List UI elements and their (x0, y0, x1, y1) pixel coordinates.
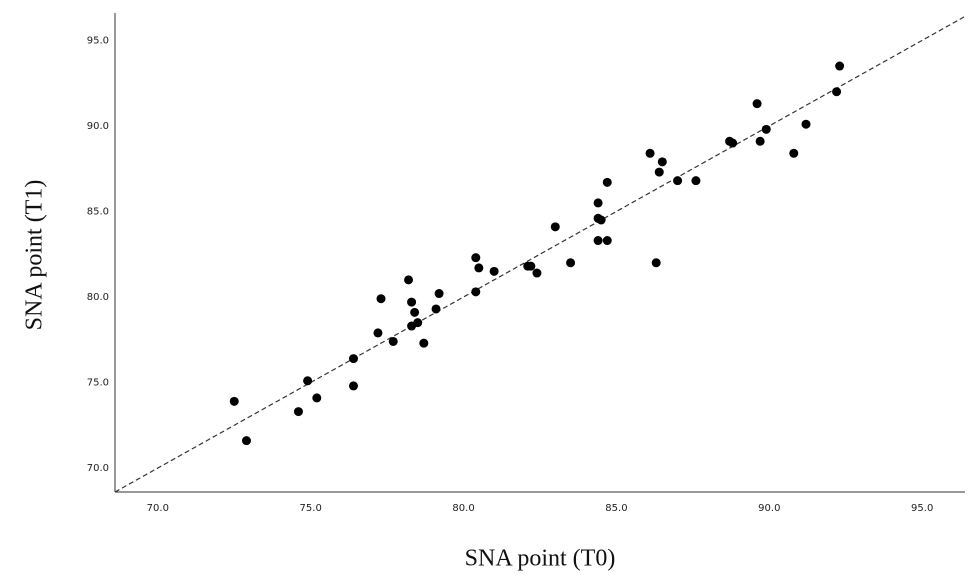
data-point (593, 236, 603, 246)
data-point (229, 396, 239, 406)
data-point (602, 236, 612, 246)
data-point (789, 148, 799, 158)
y-tick-label: 75.0 (87, 378, 109, 389)
data-point (312, 393, 322, 403)
data-point (348, 381, 358, 391)
data-point (241, 436, 251, 446)
data-point (691, 176, 701, 186)
y-tick-label: 80.0 (87, 292, 109, 303)
data-point (835, 61, 845, 71)
data-point (373, 328, 383, 338)
x-tick-label: 85.0 (605, 503, 627, 514)
data-point (474, 263, 484, 273)
x-tick-label: 90.0 (758, 503, 780, 514)
data-point (532, 268, 542, 278)
data-point (654, 167, 664, 177)
data-point (752, 99, 762, 109)
data-point (801, 119, 811, 129)
data-point (832, 87, 842, 97)
data-point (407, 297, 417, 307)
data-point (761, 124, 771, 134)
y-tick-label: 90.0 (87, 121, 109, 132)
data-point (419, 338, 429, 348)
data-point (413, 318, 423, 328)
x-tick-label: 80.0 (452, 503, 474, 514)
data-point (651, 258, 661, 268)
y-tick-label: 95.0 (87, 35, 109, 46)
data-point (673, 176, 683, 186)
data-point (293, 407, 303, 417)
y-tick-label: 70.0 (87, 463, 109, 474)
data-point (388, 336, 398, 346)
x-tick-label: 75.0 (300, 503, 322, 514)
y-tick-label: 85.0 (87, 206, 109, 217)
data-point (602, 177, 612, 187)
data-point (376, 294, 386, 304)
reference-line (114, 15, 966, 493)
data-point (596, 215, 606, 225)
y-axis-title: SNA point (T1) (22, 180, 48, 331)
data-point (489, 266, 499, 276)
data-point (593, 198, 603, 208)
data-point (404, 275, 414, 285)
x-axis-title: SNA point (T0) (465, 546, 616, 572)
x-tick-label: 70.0 (147, 503, 169, 514)
data-point (434, 289, 444, 299)
data-point (303, 376, 313, 386)
data-point (471, 287, 481, 297)
data-point (410, 307, 420, 317)
data-point (550, 222, 560, 232)
data-point (348, 354, 358, 364)
x-tick-label: 95.0 (911, 503, 933, 514)
data-point (657, 157, 667, 167)
data-point (755, 136, 765, 146)
data-point (645, 148, 655, 158)
data-point (526, 261, 536, 271)
data-point (728, 138, 738, 148)
data-point (471, 253, 481, 263)
data-point (566, 258, 576, 268)
data-point (431, 304, 441, 314)
